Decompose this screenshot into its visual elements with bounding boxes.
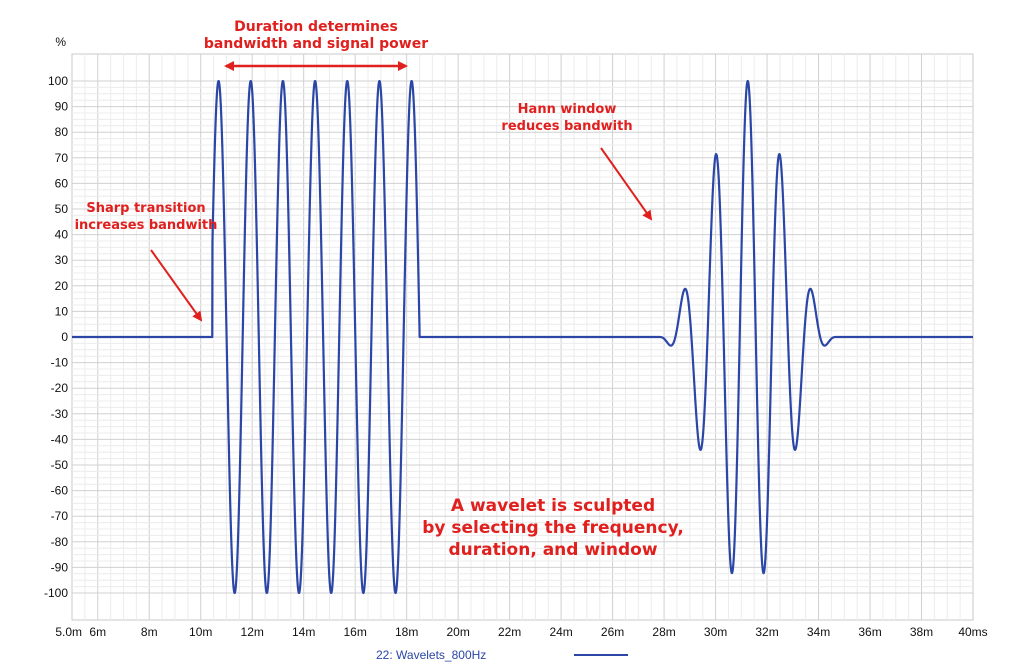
legend-label: 22: Wavelets_800Hz <box>376 648 486 662</box>
y-tick-label: 30 <box>55 253 69 267</box>
y-tick-label: -90 <box>51 560 69 574</box>
annotation-duration-line: bandwidth and signal power <box>204 36 428 52</box>
x-tick-label: 8m <box>141 625 158 639</box>
y-tick-label: 70 <box>55 151 69 165</box>
x-tick-label: 34m <box>807 625 830 639</box>
x-tick-label: 20m <box>446 625 469 639</box>
y-tick-label: 80 <box>55 125 69 139</box>
series-line-wavelets-800hz <box>71 79 974 595</box>
annotation-duration: Duration determines bandwidth and signal … <box>204 19 428 52</box>
y-tick-label: -20 <box>51 381 69 395</box>
annotation-summary-line: by selecting the frequency, <box>422 518 684 538</box>
sharp-transition-arrow <box>150 249 203 322</box>
x-tick-label: 18m <box>395 625 418 639</box>
legend: 22: Wavelets_800Hz <box>376 648 628 662</box>
x-tick-label: 6m <box>89 625 106 639</box>
x-tick-label: 10m <box>189 625 212 639</box>
annotation-hann-line: Hann window <box>518 102 617 117</box>
x-tick-label: 14m <box>292 625 315 639</box>
y-tick-label: -60 <box>51 484 69 498</box>
annotation-hann: Hann window reduces bandwith <box>501 102 632 134</box>
annotation-duration-line: Duration determines <box>234 19 398 35</box>
annotation-sharp-line: Sharp transition <box>86 201 205 216</box>
annotation-sharp-line: increases bandwith <box>75 218 218 233</box>
y-tick-label: -10 <box>51 356 69 370</box>
annotation-hann-line: reduces bandwith <box>501 119 632 134</box>
y-tick-label: 60 <box>55 176 69 190</box>
axes: 1009080706050403020100-10-20-30-40-50-60… <box>44 35 988 639</box>
y-tick-label: -30 <box>51 407 69 421</box>
hann-arrow <box>600 147 653 221</box>
annotation-summary-line: duration, and window <box>448 540 657 560</box>
x-tick-label: 38m <box>910 625 933 639</box>
x-tick-label: 12m <box>241 625 264 639</box>
series-layer <box>71 79 974 595</box>
y-tick-label: 10 <box>55 304 69 318</box>
annotation-summary: A wavelet is sculpted by selecting the fr… <box>422 496 684 560</box>
y-tick-label: -40 <box>51 432 69 446</box>
y-tick-label: -50 <box>51 458 69 472</box>
x-tick-label: 36m <box>858 625 881 639</box>
x-tick-label: 26m <box>601 625 624 639</box>
x-tick-label: 32m <box>755 625 778 639</box>
annotation-summary-line: A wavelet is sculpted <box>451 496 655 516</box>
y-tick-label: 0 <box>61 330 68 344</box>
annotations: Duration determines bandwidth and signal … <box>75 19 684 560</box>
y-tick-label: 40 <box>55 228 69 242</box>
y-tick-label: -70 <box>51 509 69 523</box>
y-tick-label: 50 <box>55 202 69 216</box>
y-tick-label: 20 <box>55 279 69 293</box>
x-tick-label: 16m <box>343 625 366 639</box>
y-tick-label: -80 <box>51 535 69 549</box>
x-tick-label: 22m <box>498 625 521 639</box>
y-unit-label: % <box>55 35 66 49</box>
x-tick-label: 28m <box>652 625 675 639</box>
y-tick-label: 100 <box>48 74 68 88</box>
x-tick-label: 24m <box>549 625 572 639</box>
annotation-sharp: Sharp transition increases bandwith <box>75 201 218 233</box>
x-tick-label: 30m <box>704 625 727 639</box>
y-tick-label: -100 <box>44 586 68 600</box>
x-tick-label: 40ms <box>958 625 987 639</box>
y-tick-label: 90 <box>55 100 69 114</box>
x-tick-label: 5.0m <box>55 625 82 639</box>
